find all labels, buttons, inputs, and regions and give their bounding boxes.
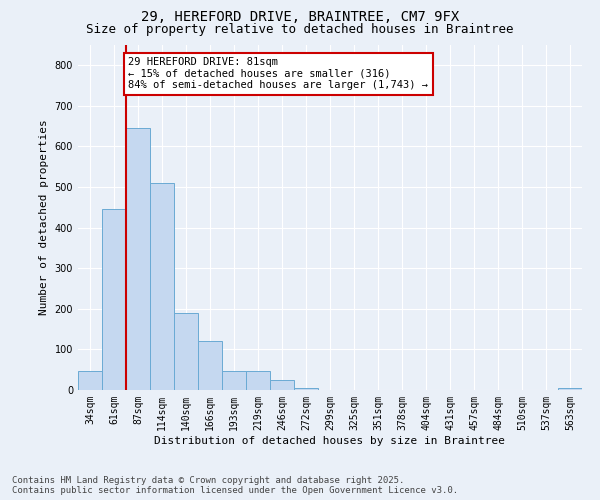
Bar [270,380,294,390]
Bar [222,371,246,390]
Bar [174,313,198,390]
Bar [102,208,126,390]
Bar [198,342,222,390]
Bar [558,388,582,390]
Bar [294,388,318,390]
Text: 29, HEREFORD DRIVE, BRAINTREE, CM7 9FX: 29, HEREFORD DRIVE, BRAINTREE, CM7 9FX [141,10,459,24]
Text: Contains HM Land Registry data © Crown copyright and database right 2025.
Contai: Contains HM Land Registry data © Crown c… [12,476,458,495]
Bar [246,371,270,390]
Bar [150,183,174,390]
Text: Size of property relative to detached houses in Braintree: Size of property relative to detached ho… [86,22,514,36]
Bar [126,128,150,390]
X-axis label: Distribution of detached houses by size in Braintree: Distribution of detached houses by size … [155,436,505,446]
Bar [78,371,102,390]
Y-axis label: Number of detached properties: Number of detached properties [39,120,49,316]
Text: 29 HEREFORD DRIVE: 81sqm
← 15% of detached houses are smaller (316)
84% of semi-: 29 HEREFORD DRIVE: 81sqm ← 15% of detach… [128,57,428,90]
